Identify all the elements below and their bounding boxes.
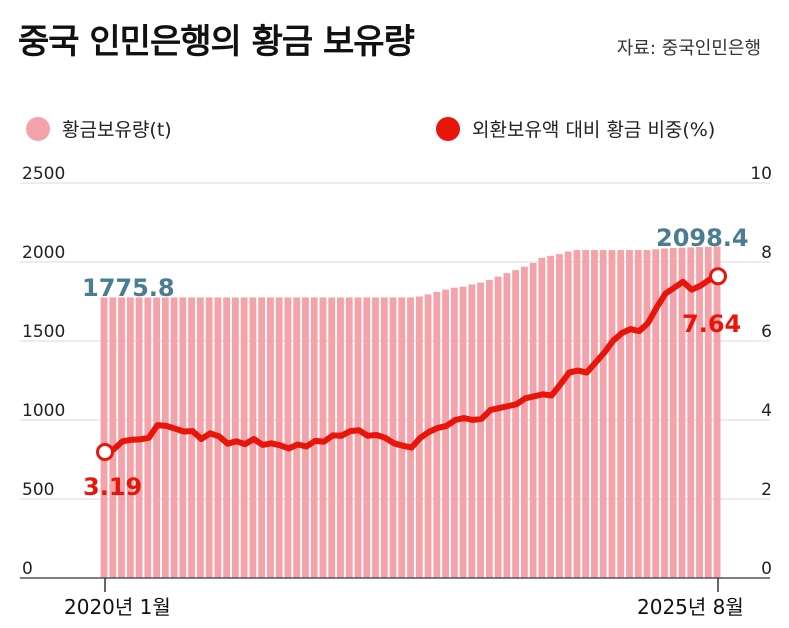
bar (573, 250, 581, 578)
bar (345, 297, 353, 578)
line-series (96, 267, 727, 461)
y-left-tick-label: 0 (22, 559, 33, 579)
bar (599, 250, 607, 578)
bar (267, 297, 274, 578)
bar (223, 297, 231, 578)
bar (547, 255, 555, 578)
bar (240, 297, 248, 578)
x-start-label: 2020년 1월 (64, 595, 171, 619)
bar (468, 284, 476, 578)
bar (608, 250, 616, 578)
bar (275, 297, 283, 578)
bar (555, 254, 563, 579)
bar (205, 297, 213, 578)
bar (188, 297, 196, 578)
bar (354, 297, 362, 578)
legend-bar-label: 황금보유량(t) (62, 119, 172, 141)
bar (407, 297, 414, 578)
legend-line-marker (436, 117, 460, 141)
bar (704, 246, 712, 579)
bar (529, 262, 537, 578)
bar (477, 282, 485, 578)
bar (582, 250, 590, 578)
bar (179, 297, 187, 578)
bar (258, 297, 266, 578)
y-left-tick-label: 2500 (22, 164, 65, 184)
bar (302, 297, 309, 578)
bar (310, 297, 318, 578)
bar (643, 250, 651, 578)
annotation-first-line: 3.19 (83, 473, 142, 501)
bar (433, 291, 441, 578)
bar (678, 247, 686, 579)
bar (669, 248, 677, 578)
bar (538, 257, 546, 578)
bar (494, 276, 502, 578)
bar (564, 251, 572, 579)
y-left-tick-label: 2000 (22, 243, 65, 263)
bar (485, 279, 493, 578)
bar (231, 297, 239, 578)
bar (713, 246, 721, 578)
source-note: 자료: 중국인민은행 (616, 38, 761, 59)
chart-title: 중국 인민은행의 황금 보유량 (18, 22, 415, 62)
y-right-tick-label: 0 (761, 559, 772, 579)
legend-line-label: 외환보유액 대비 황금 비중(%) (472, 119, 715, 141)
y-right-tick-label: 10 (750, 164, 772, 184)
y-left-tick-label: 500 (22, 480, 54, 500)
bar (696, 247, 703, 578)
line-end-point (709, 267, 727, 286)
bar (424, 294, 432, 578)
bar (652, 249, 660, 578)
bar (442, 289, 449, 578)
axes: 0 500 1000 1500 2000 2500 0 2 4 6 8 10 (20, 164, 772, 592)
y-left-tick-label: 1500 (22, 322, 65, 342)
bar (153, 297, 160, 578)
bar (503, 273, 511, 578)
y-right-tick-label: 6 (761, 322, 772, 342)
bar (634, 250, 642, 578)
y-left-tick-label: 1000 (22, 401, 65, 421)
bar (617, 250, 625, 578)
x-end-label: 2025년 8월 (637, 595, 744, 619)
legend-bar-marker (26, 117, 50, 141)
bar (512, 270, 520, 578)
bar (661, 248, 668, 578)
bar-series (100, 246, 721, 579)
y-right-tick-label: 8 (761, 243, 772, 263)
bar (118, 297, 125, 578)
annotation-first-bar: 1775.8 (82, 274, 175, 302)
line-path (102, 273, 721, 455)
annotation-last-bar: 2098.4 (656, 224, 749, 252)
bar (398, 297, 406, 578)
annotation-last-line: 7.64 (682, 310, 741, 338)
bar (284, 297, 292, 578)
y-right-tick-label: 4 (761, 401, 772, 421)
y-right-tick-label: 2 (761, 480, 772, 500)
bar (100, 297, 108, 578)
bar (520, 266, 528, 578)
bar (293, 297, 301, 578)
bar (687, 247, 695, 578)
bar (319, 297, 327, 578)
bar (161, 297, 169, 578)
bar (459, 286, 467, 578)
bar (109, 297, 117, 578)
bar (389, 297, 397, 578)
line-start-point (96, 442, 114, 461)
bar (450, 287, 458, 578)
bar (626, 250, 633, 578)
bar (591, 250, 598, 578)
bar (170, 297, 178, 578)
